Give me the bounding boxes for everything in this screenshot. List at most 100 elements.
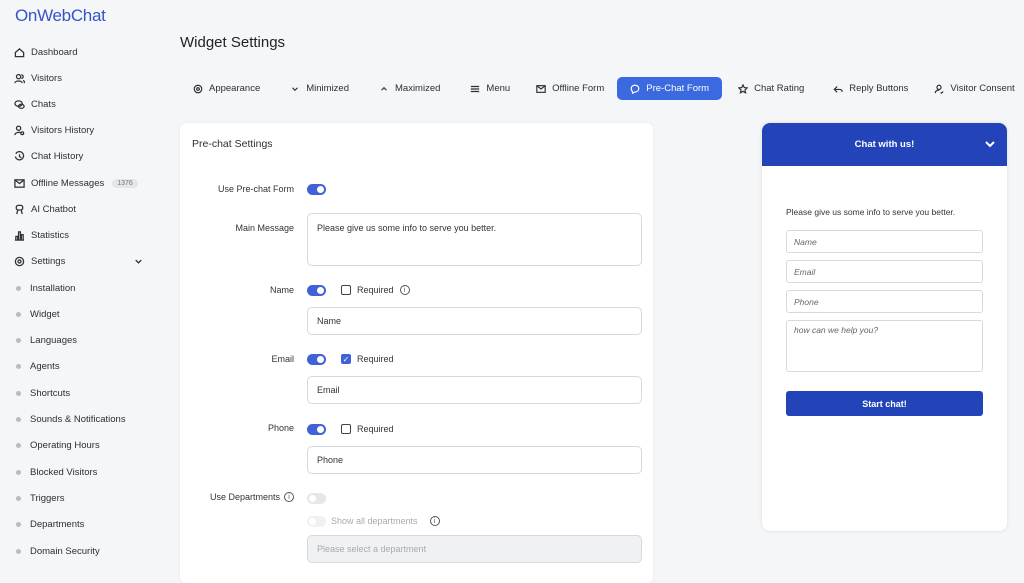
tab-label: Pre-Chat Form	[646, 83, 710, 94]
label: Show all departments	[331, 516, 418, 526]
sidebar-item-visitors-history[interactable]: Visitors History	[14, 122, 144, 138]
department-select[interactable]: Please select a department	[307, 535, 642, 563]
tab-visitor-consent[interactable]: Visitor Consent	[921, 77, 1024, 100]
tab-label: Appearance	[209, 83, 261, 94]
info-icon[interactable]: i	[284, 492, 294, 502]
menu-icon	[471, 85, 480, 92]
label: Operating Hours	[30, 440, 100, 452]
sidebar-subitem[interactable]: Installation	[16, 280, 75, 296]
email-field[interactable]: Email	[307, 376, 642, 404]
sidebar-item-visitors[interactable]: Visitors	[14, 70, 144, 86]
sidebar-subitem[interactable]: Operating Hours	[16, 438, 100, 454]
tab-label: Offline Form	[552, 83, 605, 94]
email-required-checkbox[interactable]: ✓ Required	[341, 354, 394, 364]
info-icon[interactable]: i	[429, 516, 440, 526]
chevron-down-icon	[135, 259, 142, 264]
tab-pre-chat-form[interactable]: Pre-Chat Form	[617, 77, 723, 100]
bullet-icon	[16, 443, 21, 449]
check-icon[interactable]: ✓	[341, 354, 351, 364]
tab-offline-form[interactable]: Offline Form	[523, 77, 617, 100]
bullet-icon	[16, 285, 21, 291]
sidebar-subitem[interactable]: Domain Security	[16, 543, 100, 559]
name-required-checkbox[interactable]: Required i	[341, 285, 410, 295]
use-departments-toggle[interactable]	[307, 493, 326, 504]
widget-name-input[interactable]: Name	[786, 230, 983, 253]
sidebar-item-settings[interactable]: Settings	[14, 253, 144, 269]
phone-field[interactable]: Phone	[307, 446, 642, 474]
widget-header: Chat with us!	[762, 123, 1007, 166]
widget-phone-input[interactable]: Phone	[786, 290, 983, 313]
sidebar-subitem[interactable]: Languages	[16, 333, 77, 349]
pre-chat-settings-card: Pre-chat Settings Use Pre-chat Form Main…	[180, 123, 653, 583]
sidebar-item-offline-messages[interactable]: Offline Messages 1376	[14, 175, 144, 191]
sidebar-subitem[interactable]: Widget	[16, 306, 60, 322]
phone-required-checkbox[interactable]: Required	[341, 424, 394, 434]
label: Agents	[30, 361, 60, 373]
widget-preview: Chat with us! Please give us some info t…	[762, 123, 1007, 531]
sidebar-item-chat-history[interactable]: Chat History	[14, 148, 144, 164]
label: Languages	[30, 335, 78, 347]
label: Sounds & Notifications	[30, 414, 126, 425]
tab-chat-rating[interactable]: Chat Rating	[722, 77, 817, 100]
widget-email-input[interactable]: Email	[786, 260, 983, 283]
chevron-down-icon[interactable]	[984, 139, 996, 149]
main-message-label: Main Message	[235, 223, 294, 233]
gear-icon	[193, 84, 203, 93]
phone-toggle[interactable]	[307, 424, 326, 435]
sidebar-item-chats[interactable]: Chats	[14, 96, 144, 112]
show-all-departments: Show all departments i	[331, 516, 440, 526]
main-message-textarea[interactable]: Please give us some info to serve you be…	[307, 213, 642, 266]
name-toggle[interactable]	[307, 285, 326, 296]
checkbox[interactable]	[341, 285, 351, 295]
use-prechat-toggle[interactable]	[307, 184, 326, 195]
chat-bubble-icon	[630, 84, 640, 94]
reply-icon	[833, 85, 844, 93]
name-field[interactable]: Name	[307, 307, 642, 335]
label: Installation	[30, 282, 76, 294]
settings-tabs: Appearance Minimized Maximized Menu Offl…	[180, 77, 1024, 100]
star-icon	[738, 83, 749, 94]
bullet-icon	[16, 548, 21, 554]
tab-label: Visitor Consent	[950, 83, 1015, 94]
label: Required	[357, 424, 394, 434]
sidebar-subitem[interactable]: Blocked Visitors	[16, 464, 97, 480]
show-all-departments-toggle[interactable]	[307, 516, 326, 527]
label: Departments	[30, 519, 85, 531]
start-chat-button[interactable]: Start chat!	[786, 391, 983, 416]
checkbox[interactable]	[341, 424, 351, 434]
sidebar-item-dashboard[interactable]: Dashboard	[14, 44, 144, 60]
tab-reply-buttons[interactable]: Reply Buttons	[817, 77, 921, 100]
sidebar-subitem[interactable]: Triggers	[16, 490, 65, 506]
tab-label: Reply Buttons	[849, 83, 909, 94]
label: Chats	[31, 98, 56, 110]
tab-minimized[interactable]: Minimized	[273, 77, 362, 100]
sidebar-item-statistics[interactable]: Statistics	[14, 227, 144, 243]
tab-label: Chat Rating	[754, 83, 805, 94]
sidebar-subitem[interactable]: Departments	[16, 517, 84, 533]
bullet-icon	[16, 338, 21, 344]
tab-menu[interactable]: Menu	[453, 77, 523, 100]
gear-icon	[14, 256, 25, 266]
sidebar-subitem[interactable]: Sounds & Notifications	[16, 412, 126, 428]
info-icon[interactable]: i	[399, 285, 410, 295]
label: AI Chatbot	[31, 203, 76, 215]
sidebar-item-ai-chatbot[interactable]: AI Chatbot	[14, 201, 144, 217]
user-search-icon	[14, 124, 25, 135]
widget-message-textarea[interactable]: how can we help you?	[786, 320, 983, 372]
widget-message: Please give us some info to serve you be…	[786, 207, 956, 217]
home-icon	[14, 47, 25, 57]
use-departments-label: Use Departments i	[210, 492, 294, 502]
label: Use Departments	[209, 492, 280, 502]
tab-maximized[interactable]: Maximized	[362, 77, 453, 100]
tab-label: Menu	[486, 83, 511, 94]
user-check-icon	[935, 84, 945, 94]
sidebar-subitem[interactable]: Agents	[16, 359, 60, 375]
email-toggle[interactable]	[307, 354, 326, 365]
sidebar-subitem[interactable]: Shortcuts	[16, 385, 70, 401]
logo[interactable]: OnWebChat	[15, 6, 106, 25]
tab-appearance[interactable]: Appearance	[180, 77, 273, 100]
robot-icon	[15, 204, 24, 214]
chevron-down-icon	[292, 86, 299, 91]
count-badge: 1376	[112, 178, 138, 188]
tab-label: Minimized	[306, 83, 349, 94]
